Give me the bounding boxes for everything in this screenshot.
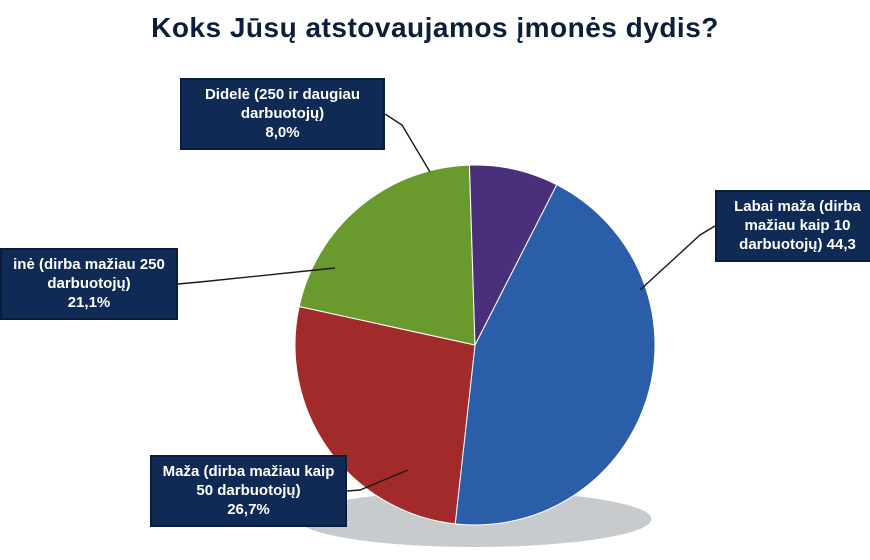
- label-didele: Didelė (250 ir daugiau darbuotojų) 8,0%: [180, 78, 385, 150]
- label-text: Labai maža (dirba mažiau kaip 10 darbuot…: [734, 198, 861, 253]
- label-labai-maza: Labai maža (dirba mažiau kaip 10 darbuot…: [715, 190, 870, 262]
- label-text: Maža (dirba mažiau kaip 50 darbuotojų): [163, 463, 335, 499]
- chart-stage: Koks Jūsų atstovaujamos įmonės dydis? Di…: [0, 0, 870, 560]
- leader-line: [640, 226, 715, 290]
- label-maza: Maža (dirba mažiau kaip 50 darbuotojų) 2…: [150, 455, 347, 527]
- label-percent: 26,7%: [162, 501, 335, 520]
- label-vidutine: inė (dirba mažiau 250 darbuotojų) 21,1%: [0, 248, 178, 320]
- leader-line: [385, 114, 430, 172]
- label-text: Didelė (250 ir daugiau darbuotojų): [205, 86, 360, 122]
- label-text: inė (dirba mažiau 250 darbuotojų): [13, 256, 165, 292]
- label-percent: 8,0%: [192, 124, 373, 143]
- label-percent: 21,1%: [12, 294, 166, 313]
